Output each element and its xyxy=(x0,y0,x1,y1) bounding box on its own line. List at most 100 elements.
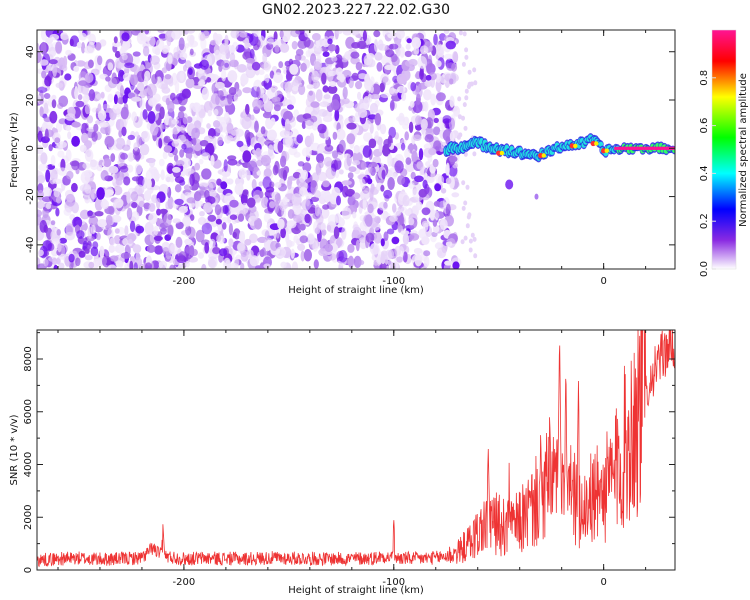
spectrogram-cell xyxy=(352,160,361,166)
signal-peak xyxy=(629,146,632,150)
spectrogram-cell xyxy=(78,32,87,41)
spectrogram-cell xyxy=(97,55,103,66)
spectrogram-cell xyxy=(461,115,465,121)
spectrogram-cell xyxy=(222,204,229,215)
spectrogram-cell xyxy=(397,175,406,186)
spectrogram-cell xyxy=(199,211,205,217)
signal-peak xyxy=(569,143,575,149)
spectrogram-cell xyxy=(472,151,477,157)
spectrogram-cell xyxy=(215,35,222,46)
spectrogram-cell xyxy=(103,158,112,168)
spectrogram-cell xyxy=(292,203,302,215)
spectrogram-cell xyxy=(113,36,118,44)
signal-offshoot xyxy=(534,193,539,200)
spectrogram-cell xyxy=(149,233,156,243)
spectrogram-cell xyxy=(275,246,286,258)
spectrogram-cell xyxy=(357,108,368,119)
spectrogram-cell xyxy=(413,247,423,255)
spectrogram-cell xyxy=(217,224,222,232)
spectrogram-cell xyxy=(394,245,402,257)
spectrogram-cell xyxy=(136,70,147,83)
spectrogram-cell xyxy=(287,178,293,186)
spectrogram-cell xyxy=(399,46,406,58)
spectrogram-cell xyxy=(37,189,44,201)
spectrogram-cell xyxy=(78,250,86,258)
spectrogram-cell xyxy=(330,99,340,111)
spectrogram-cell xyxy=(52,178,63,184)
spectrogram-cell xyxy=(75,60,86,67)
spectrogram-cell xyxy=(179,52,188,60)
spectrogram-cell xyxy=(59,237,67,244)
spectrogram-cell xyxy=(253,30,260,37)
spectrogram-cell xyxy=(385,249,393,261)
spectrogram-cell xyxy=(100,199,110,210)
spectrogram-cell xyxy=(39,59,49,66)
spectrogram-cell xyxy=(52,238,61,245)
spectrogram-cell xyxy=(443,30,450,35)
spectrogram-cell xyxy=(119,47,125,57)
spectrogram-cell xyxy=(374,216,381,223)
spectrogram-cell xyxy=(374,52,383,61)
y-tick-label: -20 xyxy=(25,188,36,204)
spectrogram-cell xyxy=(93,123,99,133)
spectrogram-cell xyxy=(214,49,221,61)
spectrogram-cell xyxy=(53,264,58,269)
spectrogram-cell xyxy=(311,70,320,83)
spectrogram-cell xyxy=(408,233,420,241)
spectrogram-cell xyxy=(363,214,373,223)
spectrogram-cell xyxy=(274,44,280,53)
spectrogram-cell xyxy=(315,38,320,49)
spectrogram-cell xyxy=(381,169,386,180)
spectrogram-cell xyxy=(392,173,397,179)
spectrogram-cell xyxy=(198,158,204,165)
spectrogram-cell xyxy=(423,101,429,112)
spectrogram-cell xyxy=(317,123,327,134)
spectrogram-cell xyxy=(353,255,362,268)
signal-peak xyxy=(624,146,627,150)
spectrogram-cell xyxy=(163,145,173,153)
spectrogram-cell xyxy=(364,73,370,84)
spectrogram-cell xyxy=(418,188,428,198)
spectrogram-cell xyxy=(83,169,93,178)
signal-peak xyxy=(594,141,599,146)
spectrogram-cell xyxy=(314,204,320,217)
spectrogram-cell xyxy=(387,177,395,190)
spectrogram-cell xyxy=(193,120,202,130)
spectrogram-cell xyxy=(389,215,398,223)
spectrogram-cell xyxy=(357,40,367,50)
spectrogram-cell xyxy=(274,182,282,188)
spectrogram-cell xyxy=(256,86,261,99)
spectrogram-cell xyxy=(166,176,171,183)
signal-peak xyxy=(633,146,636,150)
spectrogram-cell xyxy=(88,261,95,269)
spectrogram-cell xyxy=(73,65,80,72)
spectrogram-cell xyxy=(39,106,44,117)
x-tick-label: 0 xyxy=(600,276,606,287)
signal-peak xyxy=(590,140,596,147)
y-tick-label: 0 xyxy=(25,145,36,151)
colorbar-tick-label: 0.4 xyxy=(699,165,710,181)
spectrogram-cell xyxy=(293,151,301,158)
spectrogram-cell xyxy=(241,116,252,130)
spectrogram-cell xyxy=(384,30,394,37)
spectrogram-cell xyxy=(302,162,312,173)
spectrogram-cell xyxy=(175,253,185,261)
spectrogram-cell xyxy=(177,134,187,143)
spectrogram-cell xyxy=(174,184,182,193)
spectrogram-cell xyxy=(48,46,57,58)
spectrogram-cell xyxy=(457,96,462,102)
spectrogram-cell xyxy=(102,103,110,110)
spectrogram-cell xyxy=(312,82,320,88)
spectrogram-cell xyxy=(279,30,284,38)
spectrogram-cell xyxy=(245,103,250,115)
spectrogram-cell xyxy=(91,131,98,142)
spectrogram-cell xyxy=(240,192,248,206)
spectrogram-cell xyxy=(198,108,206,119)
spectrogram-cell xyxy=(336,128,346,140)
spectrogram-cell xyxy=(221,51,227,61)
spectrogram-cell xyxy=(353,144,360,154)
spectrogram-cell xyxy=(472,236,477,242)
signal-peak xyxy=(538,152,544,159)
spectrogram-cell xyxy=(134,184,145,195)
spectrogram-cell xyxy=(258,181,264,187)
